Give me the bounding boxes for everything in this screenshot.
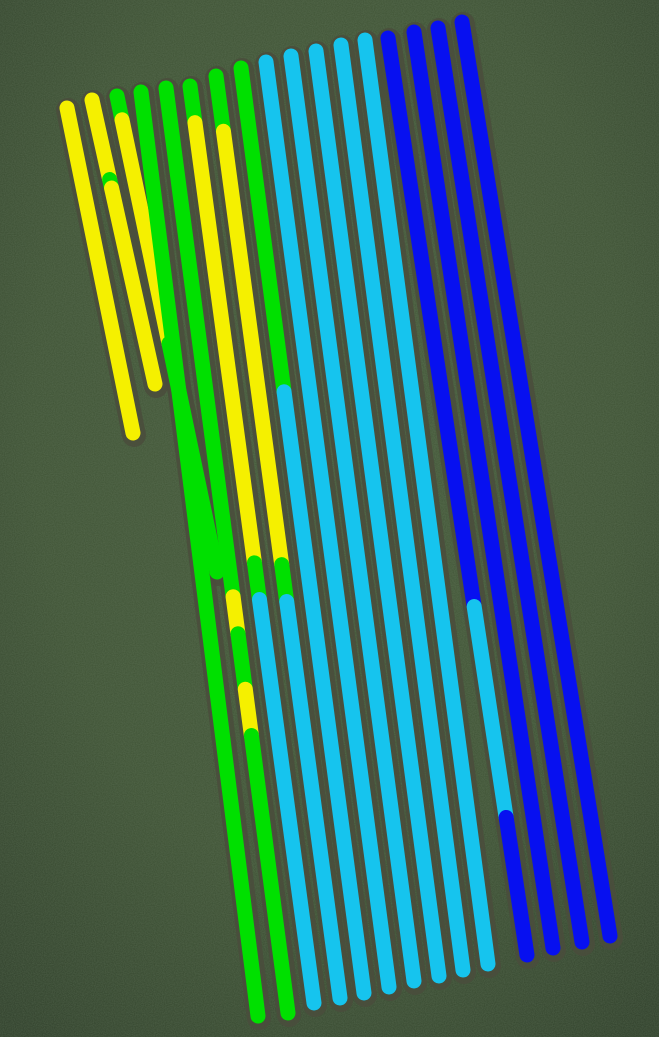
pass-14-segment-3-blue[interactable] — [498, 809, 535, 963]
pass-8-segment-2-cyan[interactable] — [276, 384, 372, 1001]
pass-7-segment-4-cyan[interactable] — [279, 594, 348, 1006]
pass-17-segment-1-blue[interactable] — [454, 14, 618, 944]
pass-5-segment-4-yellow[interactable] — [237, 681, 259, 743]
pass-2-segment-3-yellow[interactable] — [104, 180, 163, 392]
pass-5-segment-1-green[interactable] — [158, 80, 241, 605]
pass-5-segment-3-green[interactable] — [230, 626, 253, 697]
pass-6-segment-4-cyan[interactable] — [251, 592, 322, 1011]
pass-11-segment-1-cyan[interactable] — [308, 43, 447, 984]
pass-1-segment-1-yellow[interactable] — [59, 100, 141, 441]
pass-14-segment-1-blue[interactable] — [380, 30, 482, 615]
pass-10-segment-1-cyan[interactable] — [283, 48, 422, 989]
pass-8-segment-1-green[interactable] — [233, 60, 292, 400]
pass-5-segment-5-green[interactable] — [243, 728, 296, 1021]
pass-6-segment-2-yellow[interactable] — [187, 115, 262, 571]
pass-13-segment-1-cyan[interactable] — [357, 32, 496, 972]
pass-2-segment-1-yellow[interactable] — [84, 92, 118, 188]
pass-14-segment-2-cyan[interactable] — [466, 599, 514, 825]
pass-4-segment-1-green[interactable] — [133, 84, 266, 1024]
pass-7-segment-2-yellow[interactable] — [215, 123, 290, 573]
pass-tracks-layer — [59, 14, 618, 1024]
pass-16-segment-1-blue[interactable] — [430, 20, 590, 950]
pass-7-segment-1-green[interactable] — [208, 68, 231, 139]
pass-9-segment-1-cyan[interactable] — [258, 54, 397, 995]
pass-15-segment-1-blue[interactable] — [406, 24, 561, 956]
pass-12-segment-1-cyan[interactable] — [333, 37, 471, 978]
